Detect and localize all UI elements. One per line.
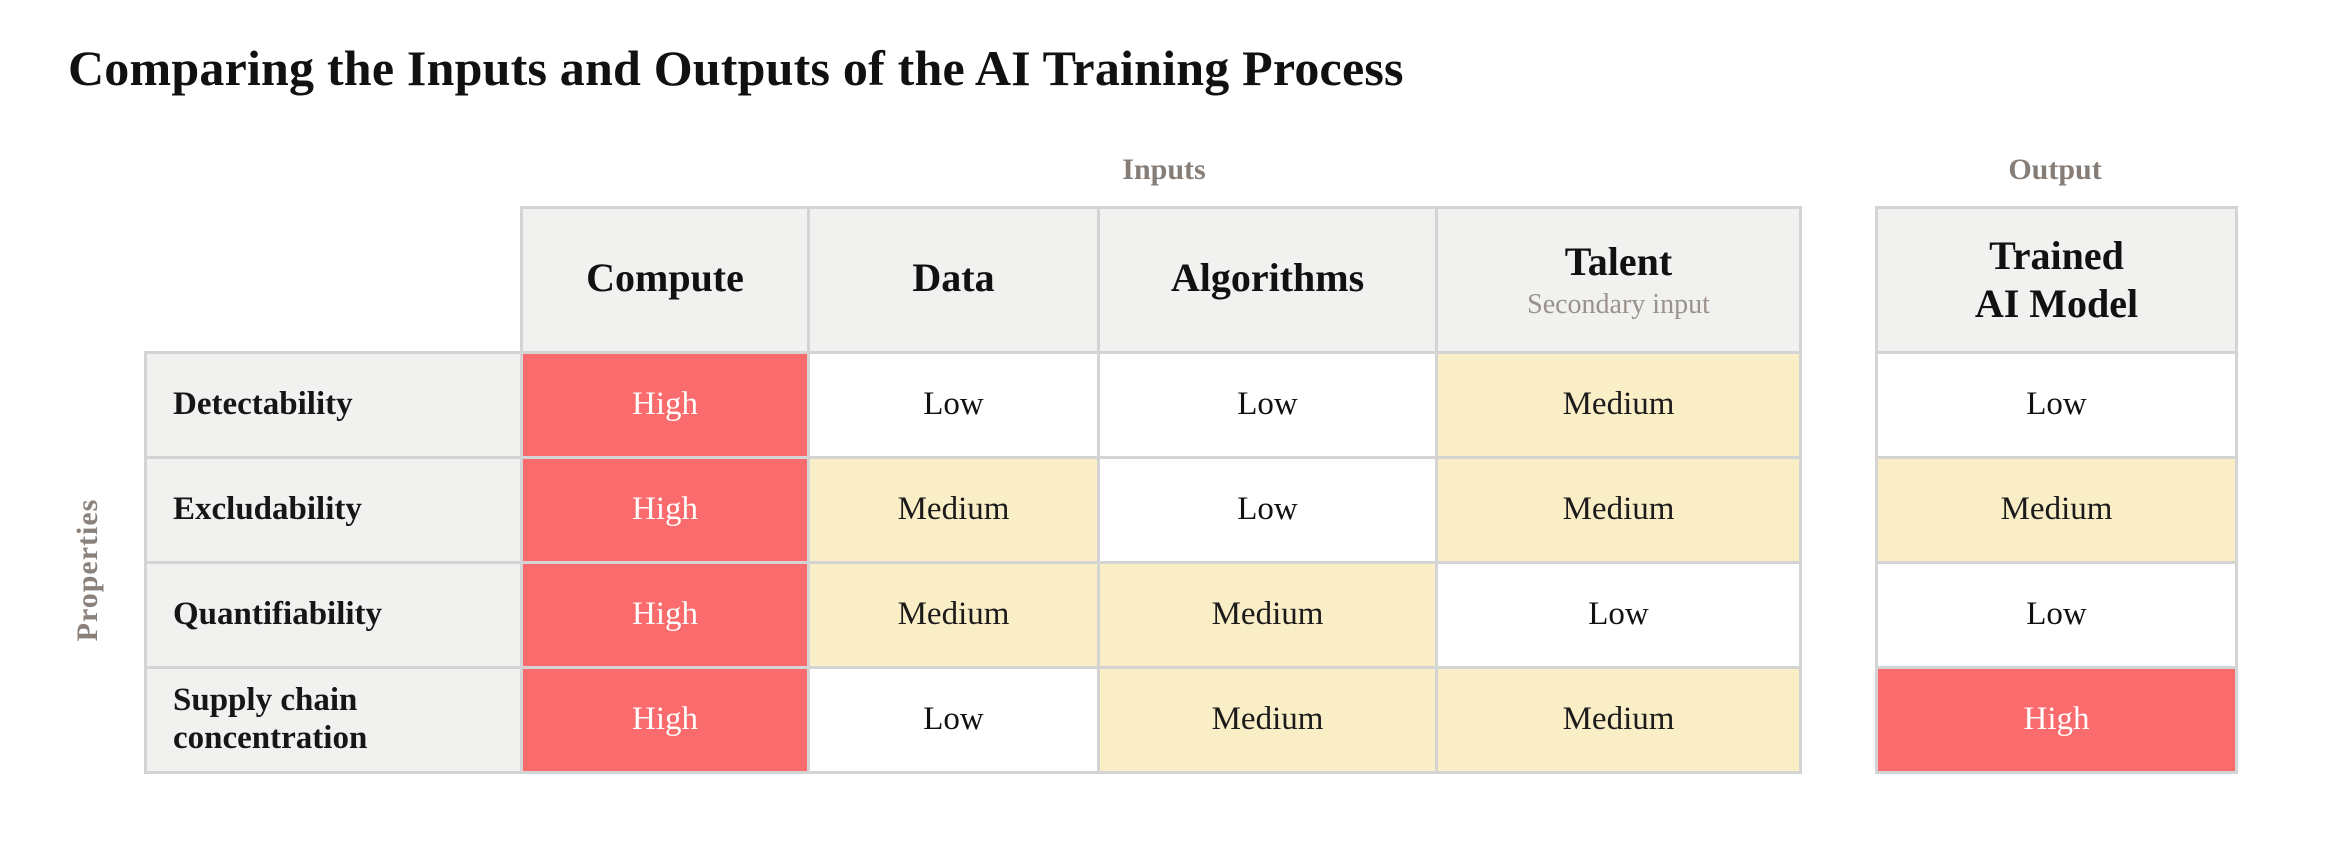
table-row-excludability: Excludability High Medium Low Medium [144,455,1802,564]
output-table-block: Output Trained AI Model Low [1875,150,2238,774]
column-header-algorithms: Algorithms [1097,205,1438,354]
row-label: Excludability [144,455,523,564]
column-header-label-line1: Trained [1989,233,2124,279]
column-header-label: Data [912,255,995,301]
table-row-detectability: Detectability High Low Low Medium [144,350,1802,459]
value-cell: Low [1097,455,1438,564]
value-cell: High [520,665,810,774]
header-row: Compute Data Algorithms Talent [146,205,1802,354]
column-header-compute: Compute [520,205,810,354]
column-header-subtitle: Secondary input [1527,288,1710,320]
value-cell: High [520,455,810,564]
column-header-data: Data [807,205,1100,354]
value-cell: High [520,560,810,669]
row-axis-label: Properties [71,498,104,641]
inputs-group-label: Inputs [1122,152,1206,186]
column-header-talent: Talent Secondary input [1435,205,1802,354]
value-cell: Low [1875,560,2238,669]
table-row-excludability-output: Medium [1875,455,2238,564]
column-header-label-line2: AI Model [1974,280,2139,326]
tables-row: Inputs Compute [68,150,2325,774]
value-cell: Medium [1875,455,2238,564]
column-header-label: Algorithms [1170,255,1365,301]
value-cell: Medium [807,560,1100,669]
output-table: Trained AI Model Low Medium Low High [1875,205,2238,774]
value-cell: Low [1875,350,2238,459]
column-header-label: Compute [586,255,744,301]
table-row-detectability-output: Low [1875,350,2238,459]
corner-spacer [146,207,522,352]
row-label: Detectability [144,350,523,459]
value-cell: Medium [1435,350,1802,459]
header-row: Trained AI Model [1875,205,2238,354]
table-row-quantifiability: Quantifiability High Medium Medium Low [144,560,1802,669]
value-cell: Medium [1435,665,1802,774]
column-header-trained-ai-model: Trained AI Model [1875,205,2238,354]
column-header-label: Talent [1564,238,1673,284]
comparison-figure: Properties Inputs Compute [68,150,2325,774]
value-cell: Medium [1097,560,1438,669]
table-row-supply-chain-concentration: Supply chain concentration High Low Medi… [144,665,1802,774]
inputs-table: Compute Data Algorithms Talent [144,205,1802,774]
value-cell: Low [807,350,1100,459]
output-group-label: Output [2008,152,2102,186]
value-cell: High [520,350,810,459]
table-row-supply-chain-concentration-output: High [1875,665,2238,774]
value-cell: High [1875,665,2238,774]
value-cell: Low [807,665,1100,774]
value-cell: Low [1097,350,1438,459]
value-cell: Low [1435,560,1802,669]
figure-title: Comparing the Inputs and Outputs of the … [68,40,1404,96]
row-label: Quantifiability [144,560,523,669]
value-cell: Medium [1435,455,1802,564]
inputs-table-block: Inputs Compute [144,150,1805,774]
row-label: Supply chain concentration [144,665,523,774]
value-cell: Medium [1097,665,1438,774]
table-row-quantifiability-output: Low [1875,560,2238,669]
value-cell: Medium [807,455,1100,564]
